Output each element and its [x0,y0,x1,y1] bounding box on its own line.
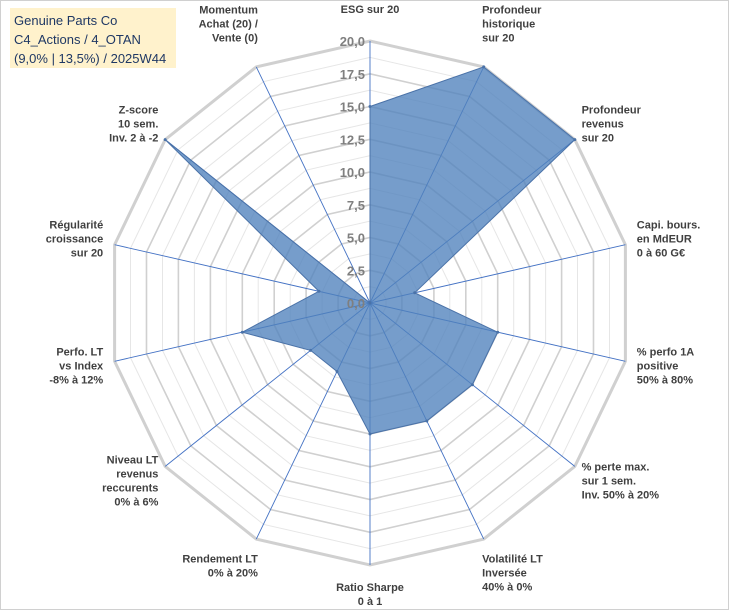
tick-label: 12,5 [340,132,365,147]
axis-spoke [255,66,371,304]
series-layer [163,65,577,436]
axis-label-line: sur 1 sem. [582,475,636,487]
title-category: C4_Actions / 4_OTAN [14,32,141,47]
axis-label-line: Perfo. LT [56,347,103,359]
axis-category-label: Capi. bours. en MdEUR 0 à 60 G€ [637,219,701,259]
tick-label: 5,0 [347,231,365,246]
chart-title-box: Genuine Parts Co C4_Actions / 4_OTAN (9,… [10,8,176,68]
data-point [317,289,321,293]
data-point [368,301,372,305]
data-point [335,370,339,373]
axis-label-line: Achat (20) / [199,18,258,30]
data-point [163,138,167,142]
axis-category-label: % perte max. sur 1 sem. Inv. 50% à 20% [582,461,660,501]
axis-label-line: Rendement LT [182,554,258,566]
axis-label-line: Niveau LT [107,454,159,466]
axis-category-label: Z-score 10 sem. Inv. 2 à -2 [109,105,158,145]
axis-label-line: 10 sem. [118,119,158,131]
data-point [368,105,372,108]
axis-label-line: Vente (0) [212,32,258,44]
tick-label: 20,0 [340,34,365,49]
axis-label-line: revenus [582,119,624,131]
axis-label-line: Inv. 2 à -2 [109,133,158,145]
axis-label-line: 40% à 0% [482,582,532,594]
axis-label-line: 50% à 80% [637,375,693,387]
axis-category-label: Niveau LT revenus reccurents 0% à 6% [102,454,159,508]
axis-category-label: Momentum Achat (20) / Vente (0) [199,4,259,44]
series-area [164,66,576,435]
axis-label-line: sur 20 [482,32,514,44]
data-point [573,138,577,142]
axis-category-label: Perfo. LT vs Index -8% à 12% [49,347,104,387]
axis-label-line: positive [637,361,679,373]
data-point [413,291,417,295]
axis-category-label: Ratio Sharpe 0 à 1 [336,582,404,608]
axis-category-label: Volatilité LT Inversée 40% à 0% [482,554,543,594]
tick-label: 2,5 [347,263,365,278]
data-point [482,65,486,69]
axis-label-line: % perte max. [582,461,650,473]
axis-label-line: % perfo 1A [637,347,695,359]
tick-label: 15,0 [340,100,365,115]
tick-label: 10,0 [340,165,365,180]
axis-label-line: Momentum [199,4,258,16]
axis-label-line: vs Index [59,361,104,373]
axis-label-line: Note [358,1,382,2]
axis-label-line: 0 à 1 [358,596,382,608]
axis-label-line: 0 à 60 G€ [637,247,685,259]
tick-label-layer: 0,0 2,5 5,0 7,5 10,0 12,5 15,0 17,5 20,0 [340,34,365,311]
axis-label-line: Volatilité LT [482,554,543,566]
axis-label-line: sur 20 [582,133,614,145]
axis-category-label: Régularité croissance sur 20 [46,219,103,259]
tick-label: 17,5 [340,67,365,82]
data-point [496,330,500,334]
data-point [470,383,474,387]
axis-label-line: en MdEUR [637,233,692,245]
axis-label-line: croissance [46,233,103,245]
axis-label-line: Ratio Sharpe [336,582,404,594]
tick-label: 0,0 [347,296,365,311]
axis-label-line: ESG sur 20 [341,4,400,16]
data-point [368,432,372,436]
data-point [309,348,313,352]
axis-category-label: % perfo 1A positive 50% à 80% [637,347,695,387]
axis-category-label: Note ESG sur 20 [341,1,400,16]
data-point [425,419,429,423]
axis-label-line: Z-score [119,105,159,117]
title-company: Genuine Parts Co [14,13,118,28]
axis-label-line: Inv. 50% à 20% [582,489,660,501]
axis-category-label: Profondeur revenus sur 20 [582,105,642,145]
axis-label-line: reccurents [102,482,158,494]
axis-label-line: sur 20 [71,247,103,259]
axis-label-line: Régularité [49,219,103,231]
axis-label-line: 0% à 20% [208,568,258,580]
tick-label: 7,5 [347,198,365,213]
axis-label-line: historique [482,18,535,30]
axis-label-line: 0% à 6% [114,496,158,508]
axis-category-label: Rendement LT 0% à 20% [182,554,258,580]
axis-label-layer: Note ESG sur 20 Profondeur historique sur 20… [46,1,701,608]
axis-label-line: Profondeur [482,4,542,16]
axis-label-line: Profondeur [582,105,642,117]
axis-category-label: Profondeur historique sur 20 [482,4,542,44]
axis-label-line: -8% à 12% [49,375,103,387]
title-period: (9,0% | 13,5%) / 2025W44 [14,51,167,66]
axis-label-line: revenus [116,468,158,480]
data-point [240,330,244,334]
axis-label-line: Inversée [482,568,527,580]
axis-label-line: Capi. bours. [637,219,701,231]
